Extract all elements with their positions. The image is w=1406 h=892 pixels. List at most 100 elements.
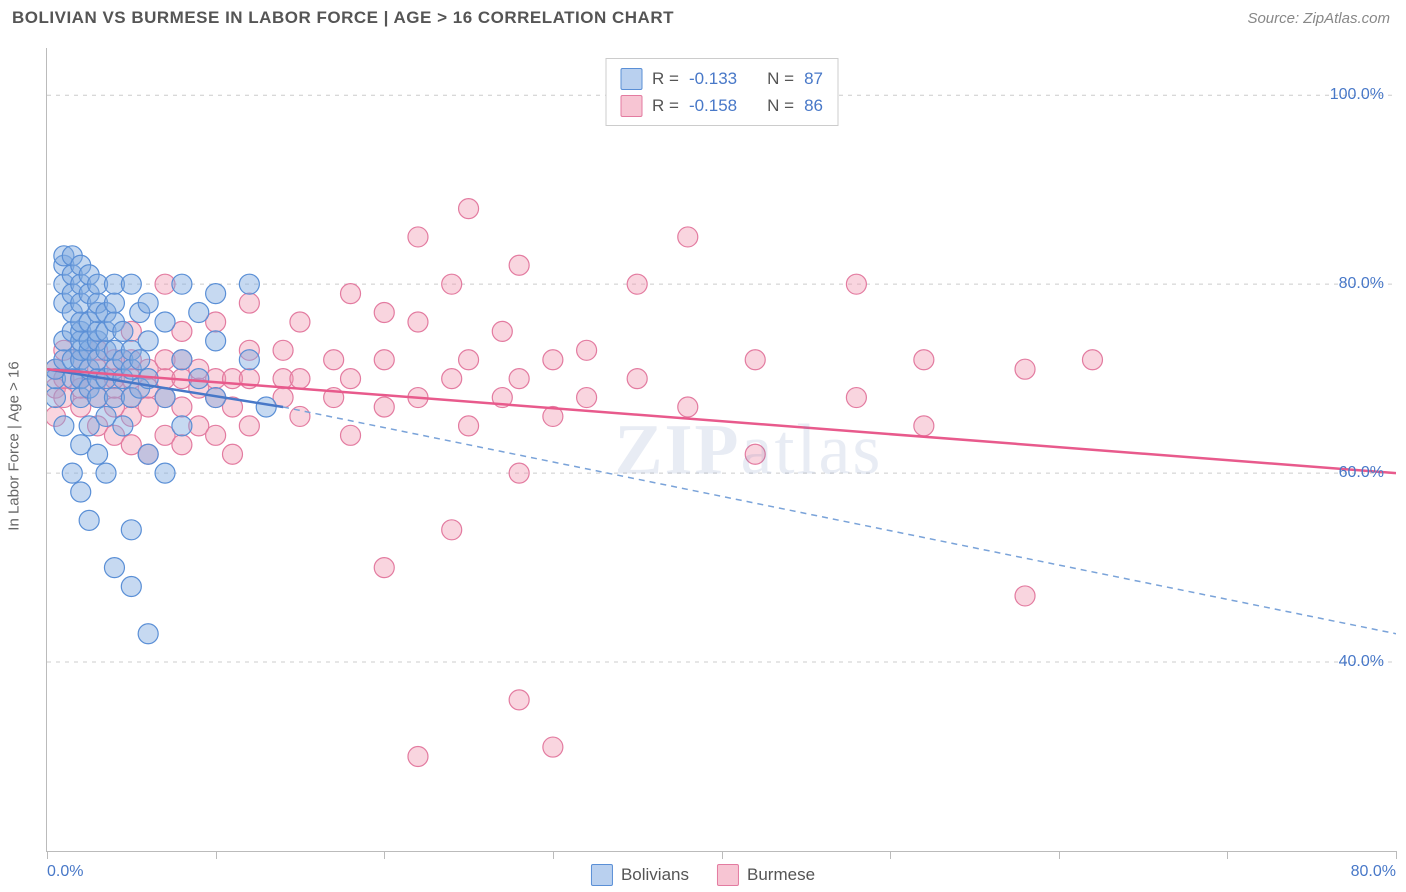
scatter-point-bolivians [256,397,276,417]
scatter-point-bolivians [138,624,158,644]
scatter-point-bolivians [104,293,124,313]
y-tick-label: 80.0% [1339,275,1384,293]
scatter-point-burmese [627,274,647,294]
scatter-point-burmese [172,435,192,455]
correlation-stats-box: R = -0.133 N = 87 R = -0.158 N = 86 [605,58,838,126]
scatter-point-burmese [577,340,597,360]
scatter-point-burmese [509,369,529,389]
scatter-point-burmese [846,388,866,408]
scatter-point-burmese [290,406,310,426]
scatter-point-burmese [374,303,394,323]
scatter-point-burmese [492,321,512,341]
scatter-point-burmese [745,444,765,464]
scatter-point-burmese [374,350,394,370]
scatter-point-burmese [442,369,462,389]
x-tick [553,851,554,859]
scatter-point-bolivians [155,388,175,408]
n-value: 86 [804,92,823,119]
swatch-bolivians [591,864,613,886]
scatter-point-burmese [273,340,293,360]
scatter-point-burmese [509,690,529,710]
scatter-point-burmese [341,284,361,304]
scatter-point-bolivians [155,463,175,483]
swatch-bolivians [620,68,642,90]
scatter-point-bolivians [121,520,141,540]
scatter-point-bolivians [79,510,99,530]
y-tick-label: 60.0% [1339,464,1384,482]
n-label: N = [767,65,794,92]
scatter-point-burmese [459,350,479,370]
n-value: 87 [804,65,823,92]
scatter-point-burmese [678,397,698,417]
scatter-point-bolivians [239,274,259,294]
chart-plot-area: R = -0.133 N = 87 R = -0.158 N = 86 ZIPa… [46,48,1396,852]
scatter-point-bolivians [47,388,65,408]
chart-title: BOLIVIAN VS BURMESE IN LABOR FORCE | AGE… [12,8,674,28]
scatter-point-burmese [627,369,647,389]
scatter-point-bolivians [206,284,226,304]
scatter-point-burmese [543,737,563,757]
source-attribution: Source: ZipAtlas.com [1247,10,1390,27]
x-tick [722,851,723,859]
scatter-point-burmese [341,369,361,389]
scatter-point-burmese [1015,359,1035,379]
n-label: N = [767,92,794,119]
x-tick [384,851,385,859]
scatter-svg [47,48,1396,851]
scatter-point-bolivians [113,321,133,341]
scatter-point-bolivians [121,274,141,294]
scatter-point-burmese [914,416,934,436]
x-tick [1227,851,1228,859]
scatter-point-bolivians [96,463,116,483]
legend-label: Bolivians [621,865,689,885]
scatter-point-bolivians [62,463,82,483]
legend-item-bolivians: Bolivians [591,864,689,886]
scatter-point-bolivians [138,331,158,351]
scatter-point-burmese [442,274,462,294]
scatter-point-burmese [374,397,394,417]
x-tick-label: 80.0% [1351,863,1396,881]
scatter-point-bolivians [172,416,192,436]
stats-row-burmese: R = -0.158 N = 86 [620,92,823,119]
r-value: -0.158 [689,92,737,119]
r-value: -0.133 [689,65,737,92]
scatter-point-burmese [543,350,563,370]
scatter-point-burmese [459,416,479,436]
stats-row-bolivians: R = -0.133 N = 87 [620,65,823,92]
x-tick-label: 0.0% [47,863,83,881]
scatter-point-burmese [745,350,765,370]
x-tick [216,851,217,859]
scatter-point-bolivians [172,350,192,370]
legend-item-burmese: Burmese [717,864,815,886]
scatter-point-bolivians [138,444,158,464]
scatter-point-bolivians [88,444,108,464]
scatter-point-burmese [374,558,394,578]
scatter-point-burmese [408,312,428,332]
scatter-point-bolivians [71,482,91,502]
scatter-point-bolivians [206,331,226,351]
scatter-point-burmese [914,350,934,370]
scatter-point-bolivians [189,369,209,389]
scatter-point-burmese [846,274,866,294]
scatter-point-burmese [341,425,361,445]
legend: Bolivians Burmese [591,864,815,886]
y-tick-label: 40.0% [1339,653,1384,671]
scatter-point-bolivians [130,350,150,370]
scatter-point-burmese [206,425,226,445]
scatter-point-burmese [509,255,529,275]
y-axis-title: In Labor Force | Age > 16 [6,361,23,530]
scatter-point-burmese [290,369,310,389]
x-tick [47,851,48,859]
scatter-point-bolivians [54,416,74,436]
x-tick [1396,851,1397,859]
scatter-point-bolivians [121,576,141,596]
scatter-point-burmese [408,747,428,767]
scatter-point-burmese [442,520,462,540]
scatter-point-bolivians [189,303,209,323]
scatter-point-bolivians [155,312,175,332]
legend-label: Burmese [747,865,815,885]
scatter-point-burmese [239,416,259,436]
scatter-point-bolivians [239,350,259,370]
x-tick [1059,851,1060,859]
scatter-point-burmese [678,227,698,247]
